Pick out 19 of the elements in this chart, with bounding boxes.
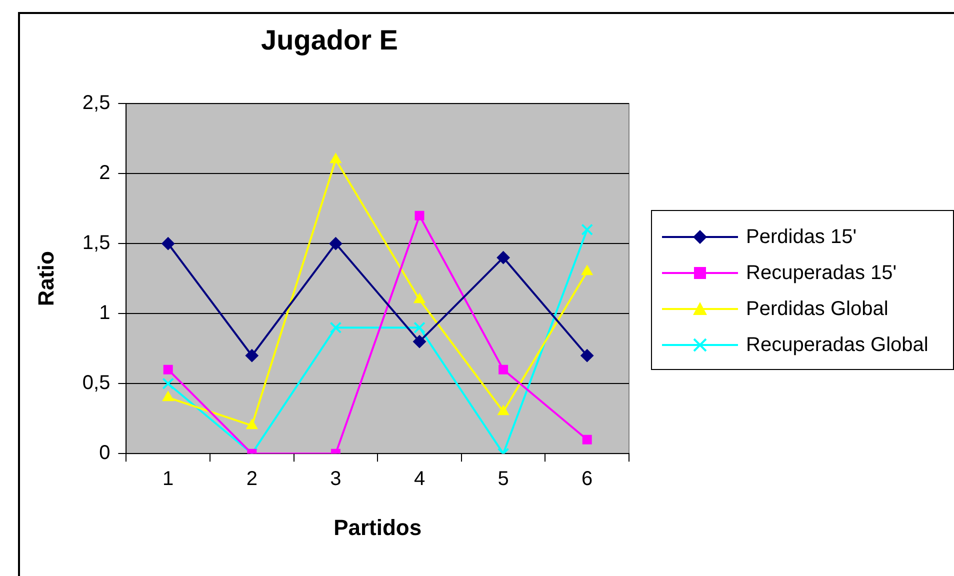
x-axis-title: Partidos <box>334 514 422 540</box>
legend-label: Recuperadas 15' <box>746 262 897 284</box>
x-tick-label: 4 <box>414 468 426 490</box>
y-tick-label: 1 <box>99 302 110 324</box>
y-tick-label: 2 <box>99 162 110 184</box>
x-tick-label: 1 <box>162 468 174 490</box>
legend-label: Perdidas 15' <box>746 226 857 248</box>
x-tick-label: 5 <box>498 468 509 490</box>
x-tick-label: 3 <box>330 468 342 490</box>
chart-title: Jugador E <box>261 24 398 56</box>
x-tick-label: 2 <box>246 468 258 490</box>
y-tick-label: 0 <box>99 442 110 464</box>
y-axis-title: Ratio <box>33 251 58 306</box>
y-tick-label: 1,5 <box>82 232 110 254</box>
x-tick-label: 6 <box>582 468 593 490</box>
legend-label: Recuperadas Global <box>746 334 928 356</box>
y-tick-label: 2,5 <box>82 92 110 114</box>
y-tick-label: 0,5 <box>82 372 110 394</box>
legend-label: Perdidas Global <box>746 298 888 320</box>
